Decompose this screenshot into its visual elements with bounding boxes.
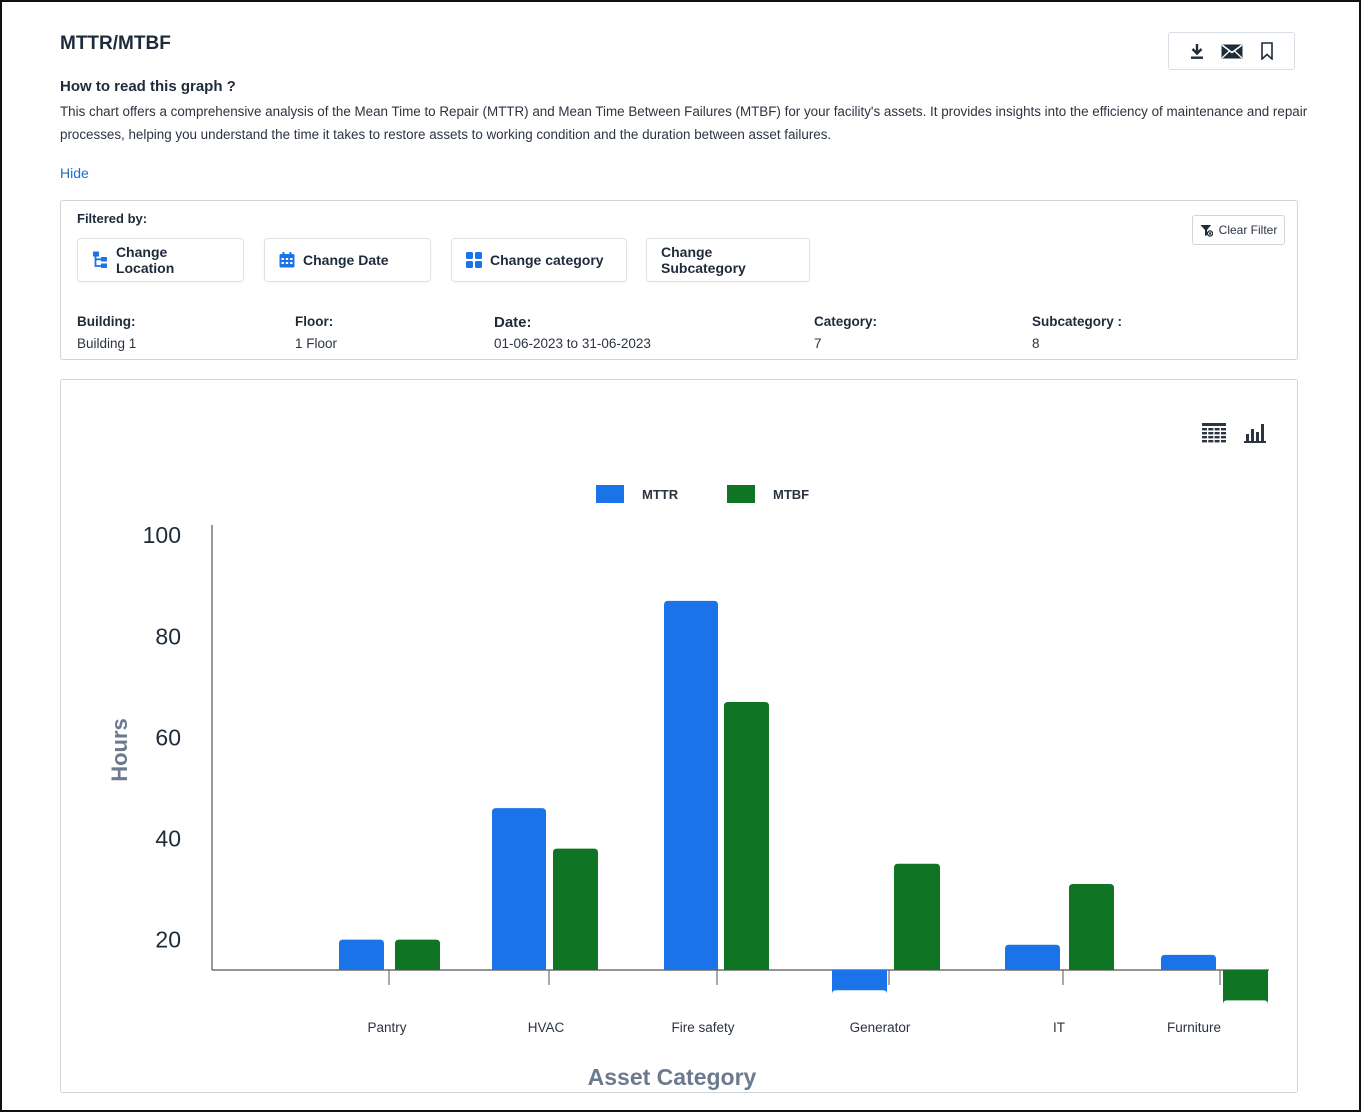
bar-mttr-furniture (1161, 954, 1216, 970)
filter-floor: Floor: 1 Floor (295, 314, 337, 351)
filter-date: Date: 01-06-2023 to 31-06-2023 (494, 314, 651, 351)
legend-swatch-mttr (596, 485, 624, 503)
x-tick-label-fire-safety: Fire safety (671, 1020, 734, 1035)
filter-subcategory-key: Subcategory : (1032, 314, 1123, 329)
clear-filter-label: Clear Filter (1218, 223, 1278, 237)
bar-mttr-hvac (492, 808, 546, 970)
change-location-button[interactable]: Change Location (77, 238, 244, 282)
chart-panel: MTTR MTBF 20 40 60 80 100 Hours Asset Category Pa… (60, 379, 1298, 1093)
location-tree-icon (92, 251, 107, 268)
download-icon[interactable] (1186, 40, 1208, 62)
legend-swatch-mtbf (727, 485, 755, 503)
page-title: MTTR/MTBF (60, 33, 171, 54)
bar-mtbf-generator (894, 863, 940, 970)
bookmark-icon[interactable] (1256, 40, 1278, 62)
filter-subcategory-value: 8 (1032, 336, 1040, 351)
y-axis-title: Hours (107, 718, 132, 782)
bar-mttr-pantry (339, 939, 384, 970)
y-tick-label: 100 (143, 522, 181, 548)
bar-mtbf-it (1069, 884, 1114, 970)
x-tick-label-furniture: Furniture (1167, 1020, 1221, 1035)
bar-chart-view-icon[interactable] (1242, 420, 1268, 446)
change-category-label: Change category (490, 252, 604, 268)
filter-floor-key: Floor: (295, 314, 334, 329)
filter-date-key: Date: (494, 314, 532, 331)
x-tick-label-it: IT (1053, 1020, 1065, 1035)
filter-category: Category: 7 (814, 314, 877, 351)
filter-category-value: 7 (814, 336, 822, 351)
y-tick-label: 60 (155, 724, 181, 750)
x-axis-title: Asset Category (588, 1064, 757, 1090)
report-actions (1168, 32, 1295, 70)
x-tick-label-hvac: HVAC (528, 1020, 565, 1035)
bar-mttr-fire-safety (664, 600, 718, 970)
filter-category-key: Category: (814, 314, 878, 329)
y-tick-label: 20 (155, 927, 181, 953)
filter-date-value: 01-06-2023 to 31-06-2023 (494, 336, 651, 351)
legend-label-mtbf: MTBF (773, 487, 809, 502)
change-subcategory-button[interactable]: Change Subcategory (646, 238, 810, 282)
bar-mtbf-furniture (1223, 970, 1268, 1005)
x-tick-label-generator: Generator (850, 1020, 911, 1035)
mail-icon[interactable] (1221, 40, 1243, 62)
filter-clear-icon (1200, 224, 1213, 237)
filter-building: Building: Building 1 (77, 314, 136, 351)
filter-building-key: Building: (77, 314, 136, 329)
grid-icon (466, 252, 482, 268)
filter-subcategory: Subcategory : 8 (1032, 314, 1122, 351)
y-tick-label: 80 (155, 623, 181, 649)
change-subcategory-label: Change Subcategory (661, 244, 746, 276)
change-date-label: Change Date (303, 252, 389, 268)
filter-building-value: Building 1 (77, 336, 137, 351)
filter-panel: Filtered by: Clear Filter Change Locatio… (60, 200, 1298, 360)
mttr-mtbf-chart: MTTR MTBF 20 40 60 80 100 Hours Asset Category Pa… (107, 485, 1269, 1090)
help-title: How to read this graph ? (60, 78, 236, 95)
y-tick-label: 40 (155, 826, 181, 852)
bar-mtbf-hvac (553, 848, 598, 970)
change-category-button[interactable]: Change category (451, 238, 627, 282)
filter-floor-value: 1 Floor (295, 336, 338, 351)
clear-filter-button[interactable]: Clear Filter (1192, 215, 1285, 245)
legend-label-mttr: MTTR (642, 487, 679, 502)
filtered-by-label: Filtered by: (77, 211, 148, 226)
bar-mtbf-pantry (395, 939, 440, 970)
x-tick-label-pantry: Pantry (367, 1020, 406, 1035)
table-view-icon[interactable] (1201, 420, 1227, 446)
hide-help-link[interactable]: Hide (60, 165, 89, 181)
bar-mtbf-fire-safety (724, 701, 769, 970)
change-date-button[interactable]: Change Date (264, 238, 431, 282)
help-description: This chart offers a comprehensive analys… (60, 104, 1308, 142)
calendar-icon (279, 252, 295, 268)
bar-mttr-generator (832, 970, 887, 995)
change-location-label: Change Location (115, 244, 175, 276)
bar-mttr-it (1005, 944, 1060, 970)
